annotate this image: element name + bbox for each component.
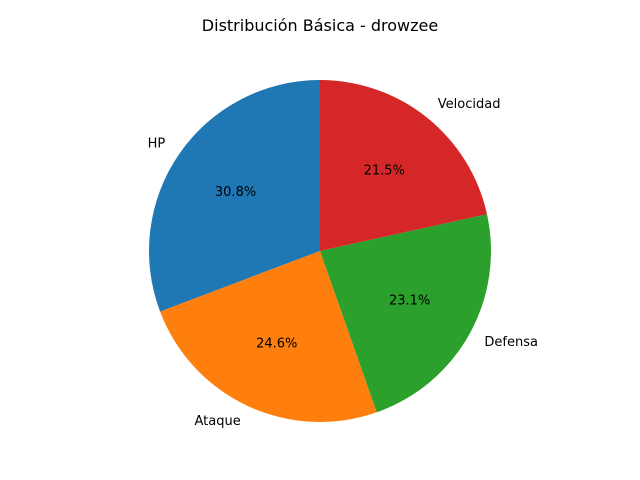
pie-labels: HP 30.8% Ataque 24.6% Defensa 23.1% Velocidad 2… <box>148 97 538 429</box>
pie-slice-hp <box>149 80 320 312</box>
slice-label-ataque: Ataque <box>195 414 241 429</box>
percent-label-ataque: 24.6% <box>256 337 297 352</box>
chart-title: Distribución Básica - drowzee <box>202 16 438 35</box>
percent-label-hp: 30.8% <box>215 185 256 200</box>
slice-label-velocidad: Velocidad <box>438 97 501 112</box>
pie-slice-defensa <box>320 214 492 413</box>
slice-label-defensa: Defensa <box>484 335 538 350</box>
pie-slices <box>149 80 492 422</box>
pie-slice-velocidad <box>320 80 487 251</box>
slice-label-hp: HP <box>148 137 166 152</box>
percent-label-velocidad: 21.5% <box>364 164 405 179</box>
pie-slice-ataque <box>160 251 377 422</box>
percent-label-defensa: 23.1% <box>389 293 430 308</box>
